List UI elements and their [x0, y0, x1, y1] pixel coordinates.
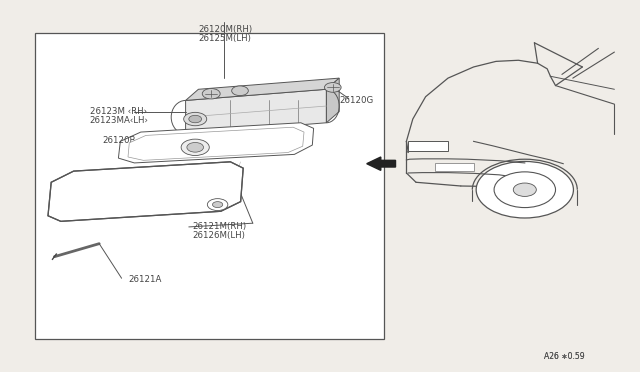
Circle shape: [187, 142, 204, 152]
Polygon shape: [186, 89, 326, 134]
Text: A26 ∗0.59: A26 ∗0.59: [544, 352, 584, 361]
Circle shape: [189, 115, 202, 123]
Text: 26125M(LH): 26125M(LH): [198, 34, 252, 43]
Bar: [35, 33, 384, 339]
Text: 26121A: 26121A: [128, 275, 161, 284]
Polygon shape: [326, 78, 339, 123]
Text: 26123M ‹RH›: 26123M ‹RH›: [90, 107, 147, 116]
Text: 26123MA‹LH›: 26123MA‹LH›: [90, 116, 148, 125]
Circle shape: [212, 202, 223, 208]
Circle shape: [202, 89, 220, 99]
Circle shape: [324, 83, 341, 92]
Circle shape: [513, 183, 536, 196]
Text: 26120B: 26120B: [102, 136, 136, 145]
Polygon shape: [48, 162, 243, 221]
FancyArrow shape: [367, 157, 396, 170]
Circle shape: [476, 161, 573, 218]
Circle shape: [207, 199, 228, 211]
Circle shape: [181, 139, 209, 155]
Text: A26 ∗0.59: A26 ∗0.59: [544, 352, 584, 361]
Polygon shape: [186, 78, 339, 100]
Polygon shape: [118, 123, 314, 163]
Text: 26126M(LH): 26126M(LH): [192, 231, 245, 240]
Bar: [408, 141, 448, 151]
Circle shape: [232, 86, 248, 96]
Circle shape: [184, 112, 207, 126]
Circle shape: [494, 172, 556, 208]
Text: 26120G: 26120G: [339, 96, 374, 105]
Text: 26120M(RH): 26120M(RH): [198, 25, 253, 34]
Text: 26121M(RH): 26121M(RH): [192, 222, 246, 231]
Bar: [435, 163, 474, 171]
Polygon shape: [128, 127, 304, 160]
